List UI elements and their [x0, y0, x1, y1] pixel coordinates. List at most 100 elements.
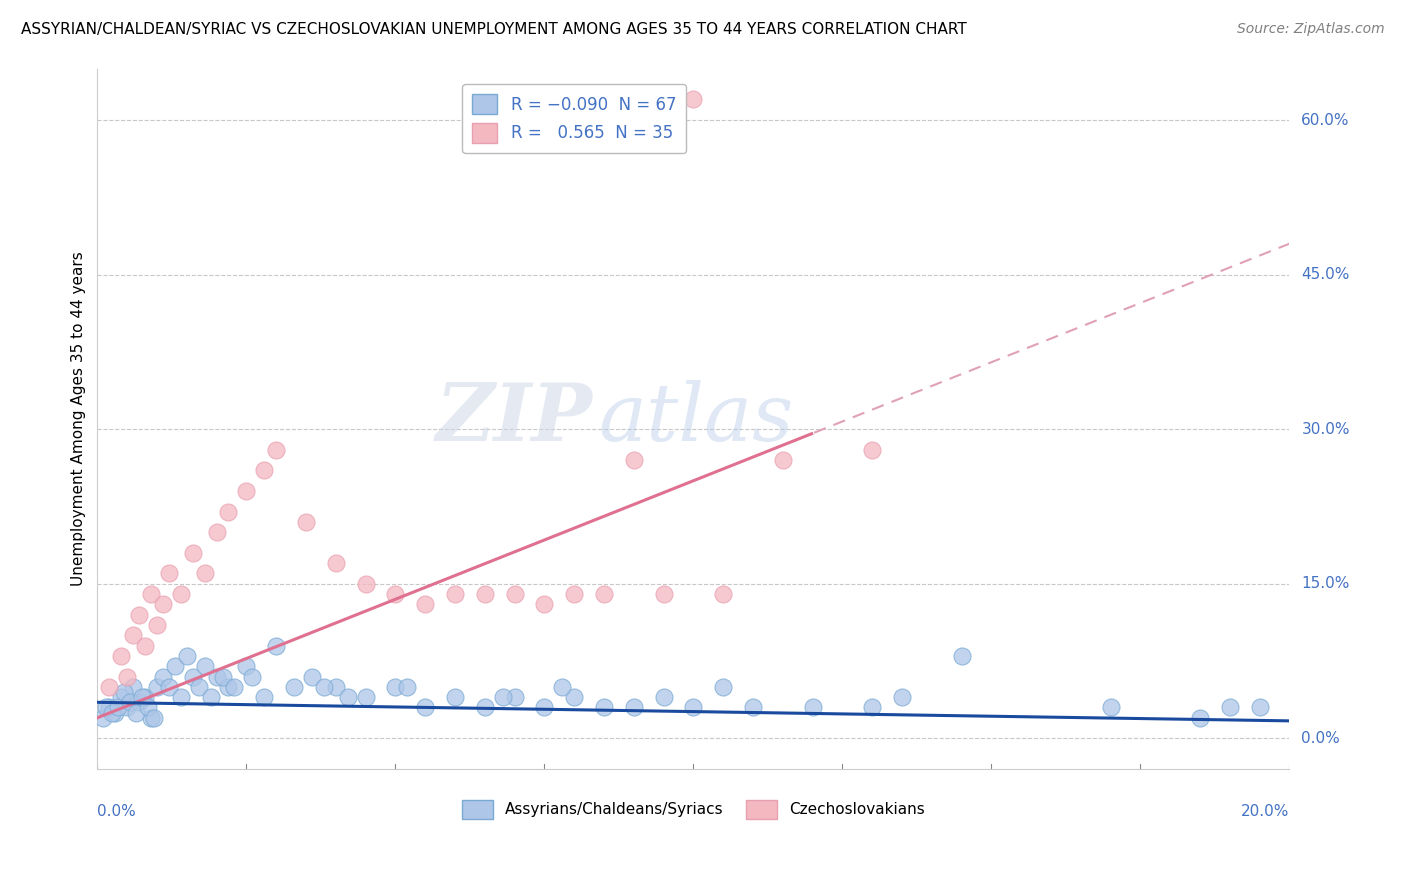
Point	[264, 442, 287, 457]
Point	[1249, 700, 1271, 714]
Point	[200, 690, 222, 705]
Point	[474, 587, 496, 601]
Point	[131, 690, 153, 705]
Point	[187, 680, 209, 694]
Point	[104, 706, 127, 720]
Point	[98, 680, 121, 694]
Point	[396, 680, 419, 694]
Point	[623, 453, 645, 467]
Point	[205, 525, 228, 540]
Point	[218, 505, 240, 519]
Point	[235, 484, 257, 499]
Point	[170, 690, 193, 705]
Point	[551, 680, 574, 694]
Point	[742, 700, 765, 714]
Point	[295, 515, 318, 529]
Point	[354, 690, 377, 705]
Point	[110, 648, 132, 663]
Point	[139, 587, 162, 601]
Text: ASSYRIAN/CHALDEAN/SYRIAC VS CZECHOSLOVAKIAN UNEMPLOYMENT AMONG AGES 35 TO 44 YEA: ASSYRIAN/CHALDEAN/SYRIAC VS CZECHOSLOVAK…	[21, 22, 967, 37]
Point	[181, 546, 204, 560]
Point	[122, 628, 145, 642]
Text: 20.0%: 20.0%	[1241, 805, 1289, 820]
Point	[122, 680, 145, 694]
Point	[492, 690, 515, 705]
Point	[194, 659, 217, 673]
Legend: Assyrians/Chaldeans/Syriacs, Czechoslovakians: Assyrians/Chaldeans/Syriacs, Czechoslova…	[456, 794, 931, 825]
Point	[134, 639, 156, 653]
Point	[157, 566, 180, 581]
Point	[384, 587, 406, 601]
Point	[413, 598, 436, 612]
Point	[562, 690, 585, 705]
Point	[211, 669, 233, 683]
Point	[163, 659, 186, 673]
Point	[384, 680, 406, 694]
Point	[533, 598, 555, 612]
Text: 0.0%: 0.0%	[1302, 731, 1340, 746]
Point	[157, 680, 180, 694]
Point	[218, 680, 240, 694]
Point	[503, 587, 526, 601]
Point	[224, 680, 246, 694]
Point	[1219, 700, 1241, 714]
Point	[152, 669, 174, 683]
Point	[240, 669, 263, 683]
Point	[301, 669, 323, 683]
Point	[146, 618, 169, 632]
Point	[325, 680, 347, 694]
Point	[115, 669, 138, 683]
Point	[134, 690, 156, 705]
Point	[652, 587, 675, 601]
Point	[170, 587, 193, 601]
Point	[283, 680, 305, 694]
Text: 45.0%: 45.0%	[1302, 267, 1350, 282]
Point	[152, 598, 174, 612]
Point	[98, 700, 121, 714]
Point	[860, 442, 883, 457]
Point	[101, 706, 124, 720]
Point	[91, 711, 114, 725]
Point	[682, 92, 704, 106]
Point	[253, 463, 276, 477]
Text: atlas: atlas	[598, 380, 793, 458]
Point	[146, 680, 169, 694]
Point	[264, 639, 287, 653]
Point	[128, 607, 150, 622]
Point	[325, 556, 347, 570]
Point	[891, 690, 914, 705]
Point	[413, 700, 436, 714]
Point	[120, 695, 142, 709]
Text: 15.0%: 15.0%	[1302, 576, 1350, 591]
Point	[96, 700, 118, 714]
Point	[593, 700, 616, 714]
Y-axis label: Unemployment Among Ages 35 to 44 years: Unemployment Among Ages 35 to 44 years	[72, 252, 86, 586]
Point	[136, 700, 159, 714]
Point	[312, 680, 335, 694]
Point	[1188, 711, 1211, 725]
Point	[444, 587, 467, 601]
Point	[194, 566, 217, 581]
Point	[623, 700, 645, 714]
Point	[107, 700, 129, 714]
Point	[652, 690, 675, 705]
Point	[801, 700, 824, 714]
Point	[562, 587, 585, 601]
Point	[1099, 700, 1122, 714]
Text: 30.0%: 30.0%	[1302, 422, 1350, 437]
Text: Source: ZipAtlas.com: Source: ZipAtlas.com	[1237, 22, 1385, 37]
Point	[143, 711, 166, 725]
Point	[112, 685, 135, 699]
Point	[336, 690, 359, 705]
Point	[503, 690, 526, 705]
Point	[205, 669, 228, 683]
Point	[682, 700, 704, 714]
Point	[139, 711, 162, 725]
Point	[711, 587, 734, 601]
Point	[235, 659, 257, 673]
Point	[115, 700, 138, 714]
Point	[125, 706, 148, 720]
Point	[354, 576, 377, 591]
Point	[711, 680, 734, 694]
Point	[593, 587, 616, 601]
